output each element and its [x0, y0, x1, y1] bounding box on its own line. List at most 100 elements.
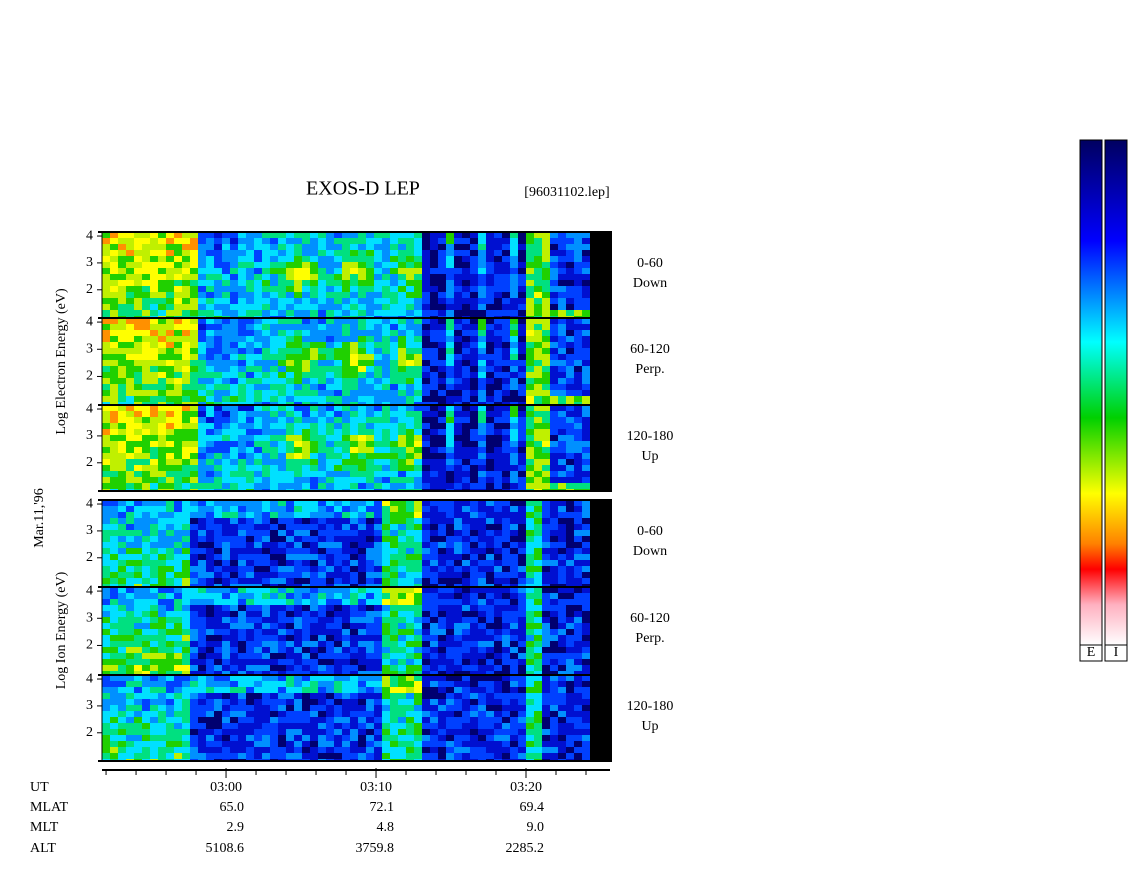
spectrogram-cell: [174, 244, 182, 250]
spectrogram-cell: [438, 584, 446, 586]
spectrogram-cell: [406, 566, 414, 572]
spectrogram-cell: [110, 459, 118, 465]
spectrogram-cell: [326, 256, 334, 262]
spectrogram-cell: [582, 292, 590, 298]
spectrogram-cell: [478, 605, 486, 611]
spectrogram-cell: [166, 572, 174, 578]
spectrogram-cell: [126, 560, 134, 566]
spectrogram-cell: [278, 747, 286, 753]
spectrogram-cell: [382, 617, 390, 623]
spectrogram-cell: [358, 435, 366, 441]
spectrogram-cell: [398, 310, 406, 316]
spectrogram-cell: [326, 548, 334, 554]
spectrogram-cell: [286, 536, 294, 542]
spectrogram-cell: [214, 280, 222, 286]
spectrogram-cell: [430, 244, 438, 250]
spectrogram-cell: [102, 735, 110, 741]
spectrogram-cell: [214, 699, 222, 705]
spectrogram-cell: [438, 512, 446, 518]
spectrogram-cell: [494, 429, 502, 435]
spectrogram-cell: [494, 635, 502, 641]
spectrogram-cell: [222, 453, 230, 459]
spectrogram-cell: [214, 560, 222, 566]
spectrogram-cell: [222, 280, 230, 286]
spectrogram-cell: [414, 653, 422, 659]
spectrogram-cell: [462, 459, 470, 465]
spectrogram-cell: [326, 584, 334, 586]
spectrogram-cell: [206, 705, 214, 711]
spectrogram-cell: [142, 584, 150, 586]
spectrogram-cell: [278, 675, 286, 681]
spectrogram-cell: [342, 447, 350, 453]
spectrogram-cell: [110, 753, 118, 759]
spectrogram-cell: [214, 729, 222, 735]
spectrogram-cell: [350, 617, 358, 623]
spectrogram-cell: [302, 524, 310, 530]
spectrogram-cell: [494, 324, 502, 330]
spectrogram-cell: [566, 411, 574, 417]
spectrogram-cell: [222, 286, 230, 292]
spectrogram-cell: [334, 280, 342, 286]
spectrogram-cell: [406, 617, 414, 623]
spectrogram-cell: [270, 256, 278, 262]
spectrogram-cell: [454, 599, 462, 605]
spectrogram-cell: [582, 342, 590, 348]
spectrogram-cell: [166, 435, 174, 441]
spectrogram-cell: [350, 396, 358, 402]
spectrogram-cell: [414, 354, 422, 360]
spectrogram-cell: [414, 483, 422, 489]
spectrogram-cell: [454, 605, 462, 611]
spectrogram-cell: [142, 396, 150, 402]
spectrogram-cell: [502, 659, 510, 665]
spectrogram-cell: [118, 584, 126, 586]
spectrogram-cell: [342, 584, 350, 586]
spectrogram-cell: [542, 641, 550, 647]
spectrogram-cell: [518, 324, 526, 330]
spectrogram-cell: [334, 617, 342, 623]
spectrogram-cell: [342, 629, 350, 635]
spectrogram-cell: [182, 500, 190, 506]
spectrogram-cell: [462, 354, 470, 360]
spectrogram-cell: [462, 611, 470, 617]
spectrogram-cell: [214, 268, 222, 274]
spectrogram-cell: [294, 647, 302, 653]
spectrogram-cell: [526, 250, 534, 256]
spectrogram-cell: [134, 429, 142, 435]
spectrogram-cell: [478, 635, 486, 641]
spectrogram-cell: [206, 324, 214, 330]
spectrogram-cell: [254, 423, 262, 429]
spectrogram-cell: [254, 384, 262, 390]
spectrogram-cell: [102, 336, 110, 342]
spectrogram-cell: [230, 354, 238, 360]
spectrogram-cell: [214, 524, 222, 530]
spectrogram: [102, 232, 590, 318]
spectrogram-cell: [518, 405, 526, 411]
spectrogram-cell: [254, 699, 262, 705]
spectrogram-cell: [246, 699, 254, 705]
spectrogram-cell: [246, 405, 254, 411]
spectrogram-cell: [142, 524, 150, 530]
spectrogram-cell: [518, 298, 526, 304]
spectrogram-cell: [398, 453, 406, 459]
spectrogram-cell: [534, 318, 542, 324]
spectrogram-cell: [206, 429, 214, 435]
spectrogram-cell: [374, 647, 382, 653]
spectrogram-cell: [558, 429, 566, 435]
spectrogram-cell: [182, 459, 190, 465]
spectrogram-cell: [366, 483, 374, 489]
spectrogram-cell: [278, 360, 286, 366]
spectrogram-cell: [222, 572, 230, 578]
spectrogram-cell: [230, 447, 238, 453]
spectrogram-cell: [510, 423, 518, 429]
spectrogram-cell: [142, 506, 150, 512]
spectrogram-cell: [358, 524, 366, 530]
spectrogram-cell: [470, 318, 478, 324]
spectrogram-cell: [462, 336, 470, 342]
spectrogram-cell: [174, 298, 182, 304]
spectrogram-cell: [510, 435, 518, 441]
spectrogram-cell: [190, 566, 198, 572]
spectrogram-cell: [430, 318, 438, 324]
spectrogram-cell: [238, 250, 246, 256]
spectrogram-cell: [134, 256, 142, 262]
spectrogram-cell: [198, 647, 206, 653]
